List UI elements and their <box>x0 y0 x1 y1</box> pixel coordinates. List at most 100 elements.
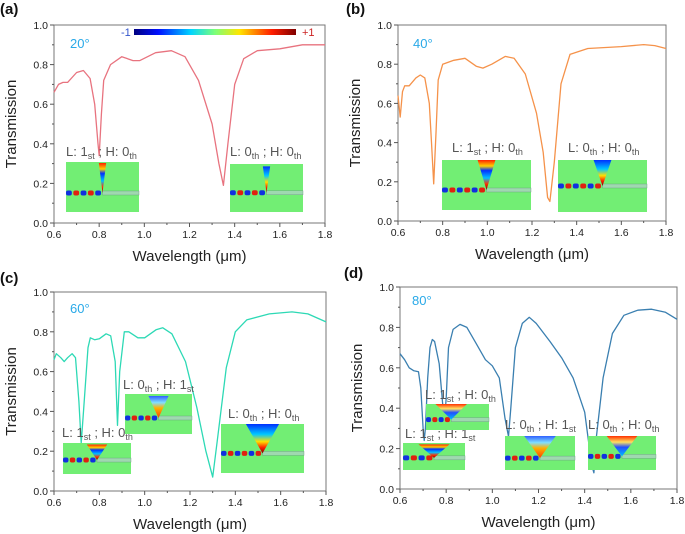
y-axis-title: Transmission <box>3 347 20 436</box>
y-axis-title: Transmission <box>347 79 364 168</box>
y-tick-label: 1.0 <box>33 20 48 32</box>
waveguide <box>96 457 132 463</box>
field-lobe <box>595 183 602 189</box>
field-lobe <box>519 455 525 461</box>
panel-label: (d) <box>344 265 363 282</box>
triangle-resonator <box>606 436 638 457</box>
mode-order-subscript: th <box>292 413 300 423</box>
y-tick-label: 0.8 <box>33 60 48 72</box>
x-axis-title: Wavelength (μm) <box>482 514 596 531</box>
waveguide <box>262 451 305 456</box>
waveguide <box>539 455 576 461</box>
mode-label-text: ; H: 0 <box>259 144 294 159</box>
field-lobe <box>601 453 608 459</box>
field-lobe <box>125 415 131 421</box>
mode-order-subscript: th <box>125 432 133 442</box>
x-tick-label: 1.6 <box>273 229 288 241</box>
field-lobe <box>608 453 614 459</box>
x-tick-label: 1.8 <box>659 227 674 239</box>
y-tick-label: 0.8 <box>33 327 48 339</box>
y-tick-label: 1.0 <box>377 20 392 32</box>
mode-label-text: L: 1 <box>62 425 84 440</box>
field-lobe <box>244 190 251 196</box>
waveguide <box>602 183 648 189</box>
field-lobe <box>248 450 255 456</box>
triangle-resonator <box>477 160 496 190</box>
field-lobe <box>479 187 486 193</box>
panel-label: (c) <box>0 270 18 287</box>
x-tick-label: 1.4 <box>227 229 242 241</box>
transmission-line <box>53 44 325 187</box>
field-lobe <box>251 190 258 196</box>
mode-order-subscript: th <box>488 394 496 404</box>
field-lobe <box>403 455 410 461</box>
field-lobe <box>145 415 151 421</box>
field-lobe <box>587 183 594 189</box>
mode-order-subscript: th <box>652 424 660 434</box>
triangle-resonator <box>262 166 271 193</box>
y-tick-label: 0.0 <box>33 218 48 230</box>
waveguide <box>158 415 193 421</box>
field-lobe <box>230 190 236 196</box>
mode-order-subscript: th <box>632 147 640 157</box>
triangle-resonator <box>148 396 169 418</box>
chart-panel-a: 0.0 0.2 0.4 0.6 0.8 1.0 0.6 0.8 1.0 1.2 1.4 1.6 1.8 W… <box>0 1 332 265</box>
field-map-inset: L: 1st ; H: 0th <box>442 140 532 210</box>
mode-label-text: ; H: 0 <box>597 140 632 155</box>
field-map-inset: L: 1st ; H: 0th <box>425 387 496 430</box>
triangle-resonator <box>418 444 450 458</box>
mode-order-subscript: th <box>515 147 523 157</box>
mode-order-subscript: st <box>468 433 476 443</box>
y-tick-label: 0.4 <box>379 403 394 415</box>
mode-order-subscript: th <box>250 413 258 423</box>
y-tick-label: 0.6 <box>377 98 392 110</box>
triangle-resonator <box>593 160 612 186</box>
field-lobe <box>512 455 518 461</box>
mode-label-text: ; H: 0 <box>481 140 516 155</box>
y-tick-label: 0.6 <box>379 363 394 375</box>
mode-label-text: L: 0 <box>230 144 252 159</box>
mode-label-text: ; H: 0 <box>617 417 652 432</box>
mode-label: L: 1st ; H: 0th <box>62 425 133 442</box>
chart-panel-b: 0.0 0.2 0.4 0.6 0.8 1.0 0.6 0.8 1.0 1.2 1.4 1.6 1.8 W… <box>346 1 673 263</box>
y-tick-label: 0.0 <box>33 486 48 498</box>
y-tick-label: 0.0 <box>377 216 392 228</box>
field-lobe <box>138 415 144 421</box>
y-tick-label: 0.2 <box>33 446 48 458</box>
mode-label-text: L: 1 <box>425 387 447 402</box>
x-tick-label: 1.8 <box>319 497 334 509</box>
field-lobe <box>464 187 471 193</box>
transmission-line <box>397 43 667 203</box>
y-tick-label: 0.4 <box>377 138 392 150</box>
mode-label-text: L: 1 <box>452 140 474 155</box>
colorbar: -1 +1 <box>121 27 315 39</box>
field-lobe <box>444 417 450 423</box>
y-tick-label: 0.8 <box>379 322 394 334</box>
field-lobe <box>594 453 601 459</box>
colorbar-min-label: -1 <box>121 27 131 39</box>
x-tick-label: 1.0 <box>485 495 500 507</box>
mode-label-text: ; H: 0 <box>95 144 130 159</box>
mode-order-subscript: th <box>145 384 153 394</box>
field-map-inset: L: 0th ; H: 1st <box>123 377 194 434</box>
mode-label-text: ; H: 1 <box>152 377 187 392</box>
x-tick-label: 1.4 <box>569 227 584 239</box>
mode-order-subscript: st <box>474 147 482 157</box>
x-tick-label: 1.4 <box>228 497 243 509</box>
x-tick-label: 0.6 <box>47 229 62 241</box>
field-map-inset: L: 1st ; H: 0th <box>66 144 140 212</box>
field-lobe <box>234 450 241 456</box>
mode-order-subscript: st <box>569 424 577 434</box>
x-axis-title: Wavelength (μm) <box>133 516 247 533</box>
triangle-resonator <box>98 163 107 193</box>
field-lobe <box>221 450 227 456</box>
field-map-inset: L: 0th ; H: 0th <box>221 406 305 473</box>
mode-label-text: ; H: 1 <box>534 417 569 432</box>
x-tick-label: 0.6 <box>47 497 62 509</box>
triangle-resonator <box>245 424 280 454</box>
mode-label-text: L: 1 <box>405 426 427 441</box>
x-tick-label: 0.8 <box>92 497 107 509</box>
waveguide <box>102 190 140 196</box>
mode-order-subscript: st <box>447 394 455 404</box>
mode-label: L: 0th ; H: 0th <box>230 144 301 161</box>
